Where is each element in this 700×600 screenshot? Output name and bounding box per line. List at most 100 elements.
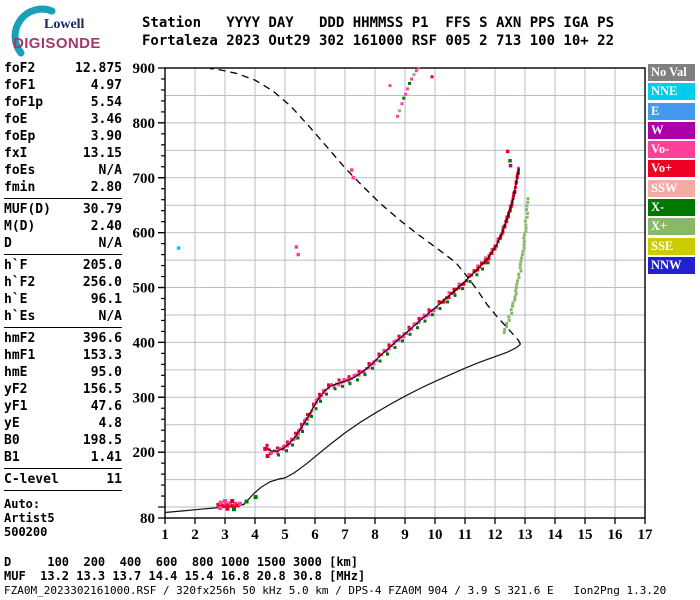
param-value: 2.80 <box>90 180 122 195</box>
legend-item-noval: No Val <box>648 64 695 81</box>
o-trace-f-layer <box>423 319 427 323</box>
o-trace-f-layer <box>432 309 436 313</box>
second-hop-echoes <box>408 81 411 85</box>
param-value: N/A <box>98 309 122 324</box>
o-trace-f-layer <box>485 258 489 262</box>
o-trace-f-layer <box>348 382 352 386</box>
x-trace-upper <box>511 304 514 308</box>
o-trace-f-layer <box>320 394 323 398</box>
o-trace-f-layer <box>305 422 309 426</box>
y-axis-label: 200 <box>133 445 156 461</box>
param-value: 13.15 <box>82 146 122 161</box>
o-trace-f-layer <box>385 349 388 353</box>
x-axis-label: 1 <box>161 527 169 543</box>
o-trace-f-layer <box>438 307 442 310</box>
param-label: yF2 <box>4 382 28 397</box>
o-trace-f-layer <box>294 436 297 440</box>
x-axis-label: 12 <box>488 527 503 543</box>
e-layer-cluster <box>238 501 242 506</box>
x-trace-upper <box>507 318 511 322</box>
o-trace-f-layer <box>286 444 289 448</box>
param-label: h`F2 <box>4 275 36 290</box>
x-trace-upper <box>507 315 511 319</box>
logo: Lowell DIGISONDE <box>11 5 101 57</box>
header-line-1: Station YYYY DAY DDD HHMMSS P1 FFS S AXN… <box>142 15 615 31</box>
artist-fit-trace <box>266 167 520 452</box>
x-axis-label: 9 <box>401 527 409 543</box>
o-trace-f-layer <box>362 371 366 375</box>
legend-item-ssw: SSW <box>648 179 695 197</box>
param-label: foF1 <box>4 78 36 93</box>
x-trace-upper <box>521 249 525 253</box>
x-trace-upper <box>526 211 529 215</box>
o-trace-f-layer <box>270 451 273 455</box>
logo-digisonde-text: DIGISONDE <box>13 35 101 52</box>
x-trace-upper <box>505 322 509 325</box>
x-trace-upper <box>517 272 521 276</box>
o-trace-f-layer <box>378 359 382 363</box>
panel-divider <box>4 254 122 255</box>
o-trace-f-layer <box>410 327 413 331</box>
o-trace-f-layer <box>327 383 330 387</box>
o-trace-f-layer <box>292 438 295 442</box>
o-trace-f-layer <box>375 358 378 362</box>
legend-item-vo: Vo- <box>648 141 695 159</box>
o-trace-f-layer <box>476 268 480 272</box>
o-trace-f-layer <box>501 230 505 234</box>
o-trace-f-layer <box>282 447 285 451</box>
o-trace-f-layer <box>397 334 401 338</box>
param-row-clevel: C-level 11 <box>4 471 122 488</box>
o-trace-f-layer <box>393 346 397 349</box>
x-trace-upper <box>511 301 515 305</box>
param-value: 396.6 <box>82 331 122 346</box>
x-axis-label: 6 <box>311 527 319 543</box>
o-trace-f-layer <box>319 399 322 403</box>
e-layer-cluster <box>244 499 249 504</box>
o-trace-f-layer <box>265 443 269 447</box>
param-label: hmE <box>4 365 28 380</box>
second-hop-echoes <box>412 73 416 77</box>
o-trace-f-layer <box>291 443 294 447</box>
param-label: yF1 <box>4 399 28 414</box>
o-trace-f-layer <box>462 282 466 286</box>
param-value: 3.46 <box>90 112 122 127</box>
second-hop-echoes <box>400 102 404 106</box>
param-value: 256.0 <box>82 275 122 290</box>
e-layer-cluster <box>253 495 258 500</box>
e-layer-cluster <box>235 503 240 508</box>
x-trace-upper <box>526 197 530 201</box>
param-label: foE <box>4 112 28 127</box>
x-trace-upper <box>514 292 518 296</box>
o-trace-f-layer <box>427 313 431 317</box>
o-trace-f-layer <box>452 290 456 294</box>
o-trace-f-layer <box>420 316 423 320</box>
o-trace-f-layer <box>297 432 300 436</box>
x-trace-upper <box>519 259 523 263</box>
o-trace-f-layer <box>285 449 288 453</box>
o-trace-f-layer <box>284 444 287 448</box>
x-axis-label: 11 <box>458 527 472 543</box>
x-trace-upper <box>514 286 518 289</box>
logo-arc-icon <box>11 5 56 57</box>
y-axis-label: 700 <box>133 171 156 187</box>
o-trace-f-layer <box>341 384 344 388</box>
e-layer-cluster <box>233 501 238 506</box>
autoscaling-line: Artist5 <box>4 511 55 525</box>
x-trace-upper <box>519 269 523 273</box>
x-trace-upper <box>513 298 517 302</box>
param-row-foes: foEs N/A <box>4 162 122 179</box>
isolated-echoes <box>349 168 354 172</box>
e-layer-cluster <box>232 507 236 512</box>
o-trace-f-layer <box>472 269 476 273</box>
o-trace-f-layer <box>407 325 411 329</box>
o-trace-f-layer <box>377 352 381 356</box>
x-axis-label: 4 <box>251 527 259 543</box>
x-trace-upper <box>520 256 524 260</box>
o-trace-f-layer <box>347 380 351 384</box>
param-row-foe: foE 3.46 <box>4 111 122 128</box>
x-trace-upper <box>522 239 526 243</box>
param-value: 198.5 <box>82 433 122 448</box>
param-label: h`E <box>4 292 28 307</box>
e-layer-cluster <box>225 506 230 511</box>
